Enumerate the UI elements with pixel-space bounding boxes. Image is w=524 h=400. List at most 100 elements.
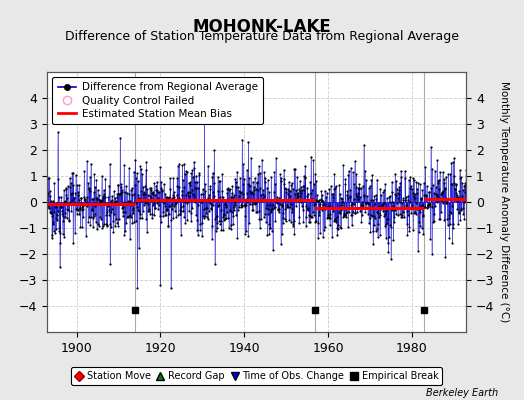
Point bbox=[458, 187, 467, 193]
Point bbox=[143, 198, 151, 205]
Point bbox=[226, 208, 234, 214]
Point bbox=[66, 174, 74, 181]
Point bbox=[227, 222, 235, 228]
Point bbox=[368, 172, 377, 178]
Point bbox=[94, 186, 102, 193]
Point bbox=[370, 193, 379, 200]
Point bbox=[237, 202, 245, 208]
Point bbox=[182, 168, 190, 174]
Point bbox=[290, 218, 298, 224]
Point bbox=[224, 215, 232, 221]
Point bbox=[349, 208, 357, 215]
Point bbox=[297, 184, 305, 190]
Point bbox=[379, 200, 388, 206]
Point bbox=[461, 181, 469, 188]
Point bbox=[101, 200, 109, 206]
Point bbox=[122, 200, 130, 206]
Point bbox=[101, 194, 110, 200]
Point bbox=[249, 200, 258, 207]
Point bbox=[398, 214, 406, 220]
Point bbox=[148, 188, 157, 195]
Point bbox=[345, 205, 354, 211]
Point bbox=[129, 207, 137, 213]
Point bbox=[317, 197, 325, 203]
Point bbox=[314, 234, 322, 241]
Point bbox=[156, 282, 165, 288]
Point bbox=[168, 206, 176, 212]
Point bbox=[258, 196, 266, 202]
Point bbox=[285, 188, 293, 194]
Point bbox=[171, 197, 179, 203]
Point bbox=[436, 216, 444, 222]
Point bbox=[412, 200, 420, 206]
Point bbox=[422, 192, 430, 199]
Point bbox=[212, 214, 221, 220]
Point bbox=[426, 200, 434, 207]
Point bbox=[119, 199, 128, 206]
Point bbox=[318, 192, 326, 198]
Point bbox=[203, 213, 211, 220]
Point bbox=[312, 196, 320, 203]
Point bbox=[252, 209, 260, 215]
Point bbox=[253, 178, 261, 185]
Point bbox=[294, 192, 302, 199]
Point bbox=[268, 206, 277, 212]
Point bbox=[297, 190, 305, 196]
Point bbox=[329, 208, 337, 214]
Point bbox=[206, 183, 214, 190]
Point bbox=[142, 215, 150, 222]
Point bbox=[291, 191, 299, 197]
Point bbox=[295, 214, 303, 220]
Point bbox=[241, 213, 249, 219]
Point bbox=[139, 184, 147, 190]
Point bbox=[264, 177, 272, 184]
Point bbox=[160, 181, 168, 188]
Point bbox=[332, 183, 340, 189]
Point bbox=[93, 196, 101, 202]
Point bbox=[447, 181, 456, 188]
Point bbox=[138, 215, 146, 221]
Point bbox=[95, 196, 103, 203]
Point bbox=[84, 179, 93, 186]
Point bbox=[317, 188, 325, 194]
Point bbox=[180, 160, 189, 167]
Point bbox=[135, 194, 144, 201]
Point bbox=[126, 198, 134, 204]
Point bbox=[418, 225, 426, 231]
Point bbox=[111, 199, 119, 205]
Point bbox=[346, 187, 355, 194]
Point bbox=[210, 180, 219, 187]
Point bbox=[428, 250, 436, 257]
Point bbox=[462, 186, 470, 192]
Point bbox=[339, 199, 347, 205]
Point bbox=[365, 200, 374, 207]
Point bbox=[374, 234, 382, 240]
Point bbox=[89, 196, 97, 202]
Point bbox=[406, 198, 414, 205]
Point bbox=[127, 192, 136, 198]
Point bbox=[432, 196, 441, 202]
Point bbox=[220, 211, 228, 217]
Point bbox=[292, 203, 300, 209]
Point bbox=[82, 158, 91, 164]
Point bbox=[429, 190, 438, 197]
Point bbox=[248, 200, 256, 207]
Point bbox=[78, 207, 86, 214]
Point bbox=[383, 220, 391, 226]
Point bbox=[186, 182, 194, 188]
Point bbox=[183, 217, 191, 224]
Point bbox=[421, 164, 430, 170]
Point bbox=[402, 221, 411, 228]
Point bbox=[413, 248, 422, 254]
Point bbox=[269, 204, 278, 211]
Point bbox=[116, 191, 124, 197]
Point bbox=[146, 193, 154, 200]
Point bbox=[343, 188, 352, 194]
Point bbox=[189, 191, 197, 197]
Point bbox=[240, 176, 248, 182]
Point bbox=[430, 168, 439, 174]
Point bbox=[92, 219, 100, 225]
Point bbox=[266, 202, 274, 208]
Point bbox=[204, 162, 212, 169]
Point bbox=[136, 211, 144, 218]
